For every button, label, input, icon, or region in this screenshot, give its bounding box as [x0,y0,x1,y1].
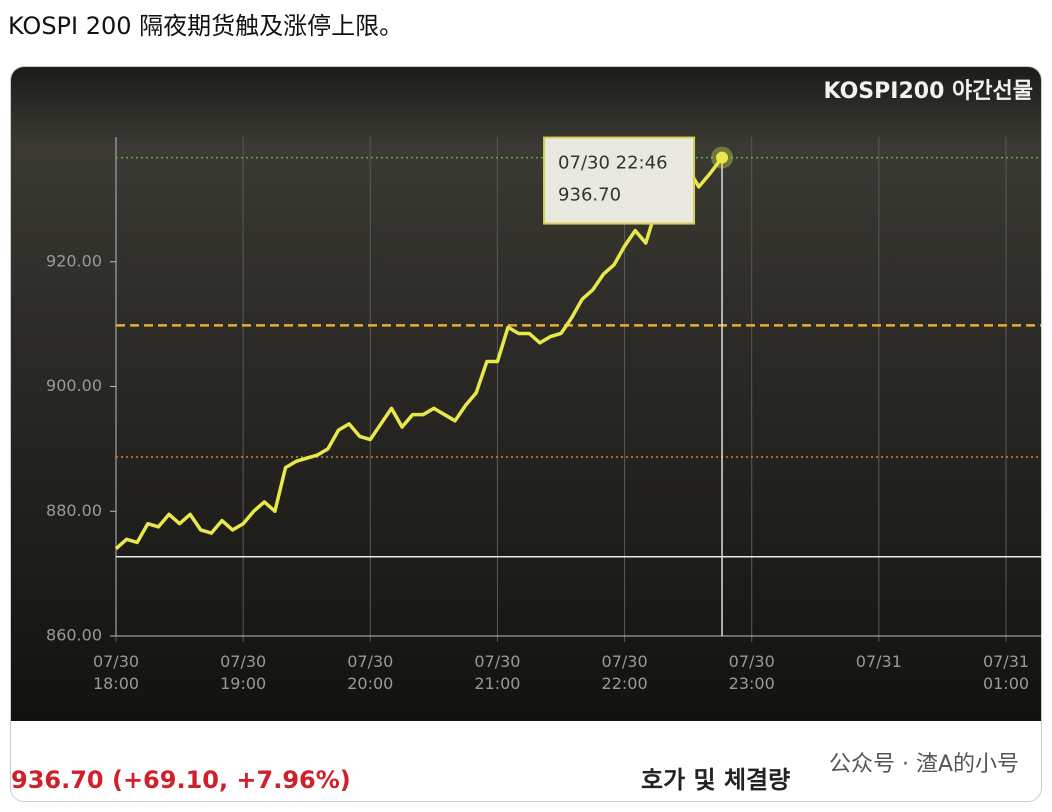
y-tick-label: 880.00 [46,501,102,520]
y-tick-label: 920.00 [46,251,102,270]
watermark: 公众号 · 渣A的小号 [829,752,1019,777]
tooltip-time: 07/30 22:46 [558,153,667,174]
x-tick-label: 07/30 22:00 [602,652,648,693]
x-tick-label: 07/30 21:00 [474,652,520,693]
x-tick-label: 07/30 19:00 [220,652,266,693]
chart-card: KOSPI200 야간선물 936.70 (+69.10, +7.96%) 호가… [10,66,1042,802]
tooltip-value: 936.70 [558,185,621,206]
price-line [114,156,724,550]
tab-label[interactable]: 호가 및 체결량 [641,766,790,794]
x-tick-label: 07/31 [856,652,902,671]
x-tick-label: 07/30 18:00 [93,652,139,693]
post-text: KOSPI 200 隔夜期货触及涨停上限。 [8,12,404,40]
y-tick-label: 900.00 [46,376,102,395]
x-tick-label: 07/30 20:00 [347,652,393,693]
y-tick-label: 860.00 [46,626,102,645]
tooltip [543,136,696,225]
x-tick-label: 07/31 01:00 [983,652,1029,693]
quote: 936.70 (+69.10, +7.96%) [11,766,351,794]
x-tick-label: 07/30 23:00 [729,652,775,693]
chart-title: KOSPI200 야간선물 [824,79,1033,104]
chart-background [11,67,1041,721]
last-point [716,151,729,164]
chart: KOSPI200 야간선물 936.70 (+69.10, +7.96%) 호가… [11,67,1041,794]
